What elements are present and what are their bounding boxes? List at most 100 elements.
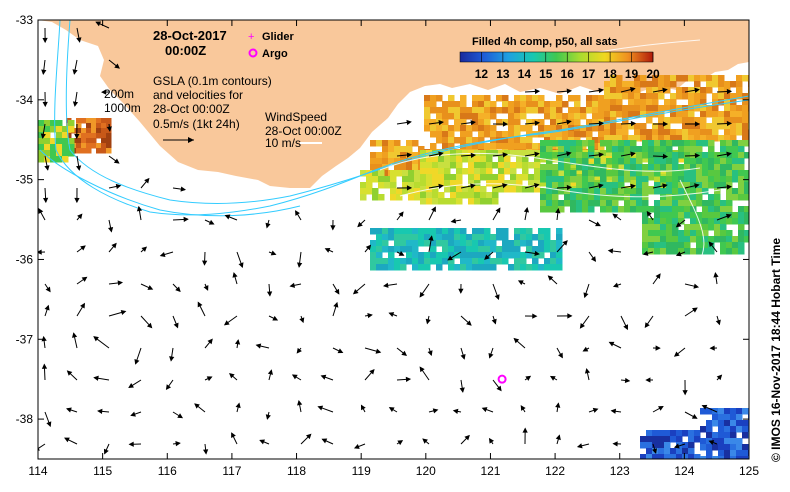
sst-pixel <box>460 137 467 144</box>
sst-pixel <box>520 240 527 247</box>
sst-pixel <box>714 176 721 183</box>
sst-pixel <box>598 101 605 108</box>
sst-pixel <box>420 174 427 181</box>
sst-pixel <box>456 192 463 199</box>
sst-pixel <box>62 138 69 145</box>
velocity-arrow-head <box>495 207 501 214</box>
sst-pixel <box>438 174 445 181</box>
sst-pixel <box>640 129 647 136</box>
sst-pixel <box>450 186 457 193</box>
sst-pixel <box>388 152 395 159</box>
sst-pixel <box>442 113 449 120</box>
sst-pixel <box>466 143 473 150</box>
sst-pixel <box>550 258 557 265</box>
sst-pixel <box>484 131 491 138</box>
sst-pixel <box>442 252 449 259</box>
sst-pixel <box>666 182 673 189</box>
sst-pixel <box>730 420 737 427</box>
sst-pixel <box>514 264 521 271</box>
velocity-arrow-head <box>566 151 572 157</box>
sst-pixel <box>672 218 679 225</box>
sst-pixel <box>600 176 607 183</box>
sst-pixel <box>486 192 493 199</box>
velocity-arrow-head <box>130 411 136 417</box>
sst-pixel <box>646 93 653 100</box>
velocity-arrow-head <box>502 121 509 127</box>
sst-pixel <box>390 194 397 201</box>
sst-pixel <box>672 230 679 237</box>
sst-pixel <box>696 194 703 201</box>
sst-pixel <box>718 432 725 439</box>
velocity-arrow-head <box>223 320 230 326</box>
sst-pixel <box>412 164 419 171</box>
sst-pixel <box>406 228 413 235</box>
sst-pixel <box>466 264 473 271</box>
sst-pixel <box>76 143 82 149</box>
velocity-arrow-head <box>713 272 719 278</box>
sst-pixel <box>612 206 619 213</box>
sst-pixel <box>106 128 112 134</box>
velocity-arrow-head <box>419 366 425 373</box>
sst-pixel <box>376 264 383 271</box>
sst-pixel <box>604 135 611 142</box>
sst-pixel <box>91 133 97 139</box>
sst-pixel <box>76 138 82 144</box>
sst-pixel <box>582 188 589 195</box>
sst-pixel <box>101 133 107 139</box>
sst-pixel <box>576 164 583 171</box>
sst-pixel <box>466 258 473 265</box>
sst-pixel <box>38 120 45 127</box>
argo-symbol <box>248 48 258 58</box>
sst-pixel <box>502 258 509 265</box>
colorbar-tick-label: 19 <box>625 67 639 81</box>
sst-pixel <box>684 206 691 213</box>
sst-pixel <box>738 236 745 243</box>
sst-pixel <box>718 408 725 415</box>
sst-pixel <box>588 146 595 153</box>
sst-pixel <box>442 137 449 144</box>
sst-pixel <box>462 168 469 175</box>
sst-pixel <box>720 158 727 165</box>
velocity-arrow-head <box>72 69 78 75</box>
sst-pixel <box>502 101 509 108</box>
sst-pixel <box>526 125 533 132</box>
sst-pixel <box>612 176 619 183</box>
sst-pixel <box>50 144 57 151</box>
sst-pixel <box>101 138 107 144</box>
sst-pixel <box>474 198 481 205</box>
sst-pixel <box>466 137 473 144</box>
sst-pixel <box>526 137 533 144</box>
sst-pixel <box>460 252 467 259</box>
sst-pixel <box>550 246 557 253</box>
sst-pixel <box>736 450 743 457</box>
sst-pixel <box>538 228 545 235</box>
sst-pixel <box>468 162 475 169</box>
sst-pixel <box>552 194 559 201</box>
sst-pixel <box>556 240 563 247</box>
sst-pixel <box>646 87 653 94</box>
velocity-arrow-head <box>502 152 509 158</box>
sst-pixel <box>564 170 571 177</box>
sst-pixel <box>484 234 491 241</box>
sst-pixel <box>610 93 617 100</box>
sst-pixel <box>472 246 479 253</box>
velocity-arrow-head <box>367 312 373 319</box>
sst-pixel <box>592 101 599 108</box>
sst-pixel <box>432 168 439 175</box>
velocity-arrow-head <box>566 184 573 191</box>
argo-label: Argo <box>262 48 288 60</box>
sst-pixel <box>568 113 575 120</box>
sst-pixel <box>654 200 661 207</box>
sst-pixel <box>81 148 87 154</box>
sst-pixel <box>702 230 709 237</box>
x-tick-label: 115 <box>93 464 112 478</box>
sst-pixel <box>694 81 701 88</box>
sst-pixel <box>640 442 647 449</box>
velocity-arrow-head <box>41 363 48 369</box>
velocity-arrow-head <box>466 320 472 326</box>
sst-pixel <box>664 129 671 136</box>
sst-pixel <box>664 75 671 82</box>
sst-pixel <box>708 140 715 147</box>
velocity-arrow-head <box>324 247 331 253</box>
sst-pixel <box>532 234 539 241</box>
